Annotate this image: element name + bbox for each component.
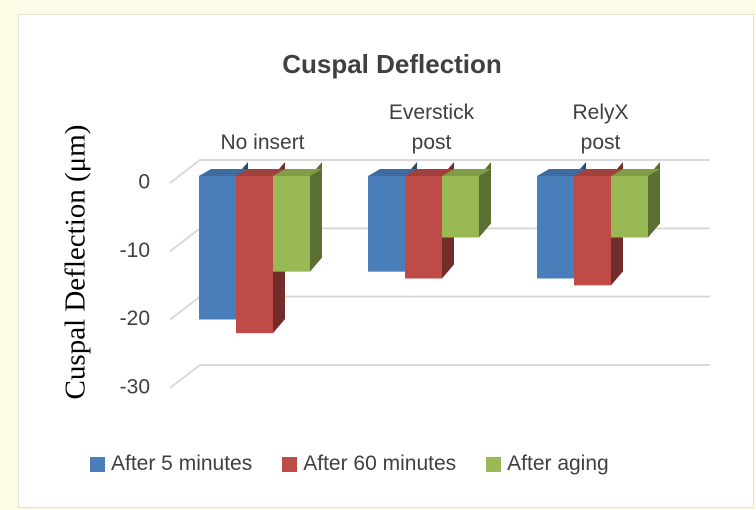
legend-item: After aging xyxy=(486,452,609,476)
bar-face xyxy=(405,169,454,176)
bar-face xyxy=(368,169,417,176)
grid-line xyxy=(169,364,710,389)
bar-face xyxy=(611,169,660,176)
y-tick-label: 0 xyxy=(138,171,150,194)
bar xyxy=(442,162,491,238)
legend-item: After 5 minutes xyxy=(90,452,252,476)
bar-face xyxy=(273,169,322,176)
bar-face xyxy=(574,176,611,286)
category-label: No insert xyxy=(220,131,305,154)
bar-face xyxy=(310,162,322,272)
bar-face xyxy=(368,176,405,272)
legend: After 5 minutes After 60 minutes After agi… xyxy=(90,452,609,476)
bar-face xyxy=(611,176,648,238)
legend-label: After 60 minutes xyxy=(303,452,457,475)
category-label: Everstick post xyxy=(388,101,475,154)
bar-face xyxy=(236,176,273,334)
bar xyxy=(273,162,322,272)
legend-label: After 5 minutes xyxy=(111,452,253,475)
bar-face xyxy=(236,169,285,176)
y-tick-label: -30 xyxy=(120,376,150,399)
legend-swatch xyxy=(90,456,105,472)
bar-face xyxy=(574,169,623,176)
legend-label: After aging xyxy=(507,452,609,475)
bar-face xyxy=(537,169,586,176)
legend-swatch xyxy=(282,456,298,472)
bar-face xyxy=(273,176,310,272)
legend-item: After 60 minutes xyxy=(282,452,456,476)
bar-face xyxy=(199,169,248,176)
legend-swatch xyxy=(486,456,502,472)
y-axis-title: Cuspal Deflection (μm) xyxy=(60,125,92,400)
bar-face xyxy=(479,162,491,238)
bar-face xyxy=(199,176,236,320)
category-label: RelyX post xyxy=(572,101,629,154)
chart-title: Cuspal Deflection xyxy=(282,49,502,79)
bar-face xyxy=(405,176,442,279)
grid-line xyxy=(169,159,710,184)
bar-face xyxy=(442,169,491,176)
y-tick-label: -20 xyxy=(120,307,150,330)
bar-face xyxy=(537,176,574,279)
bar xyxy=(611,162,660,238)
bar-face xyxy=(442,176,479,238)
y-tick-label: -10 xyxy=(120,239,150,262)
bar-face xyxy=(648,162,660,238)
